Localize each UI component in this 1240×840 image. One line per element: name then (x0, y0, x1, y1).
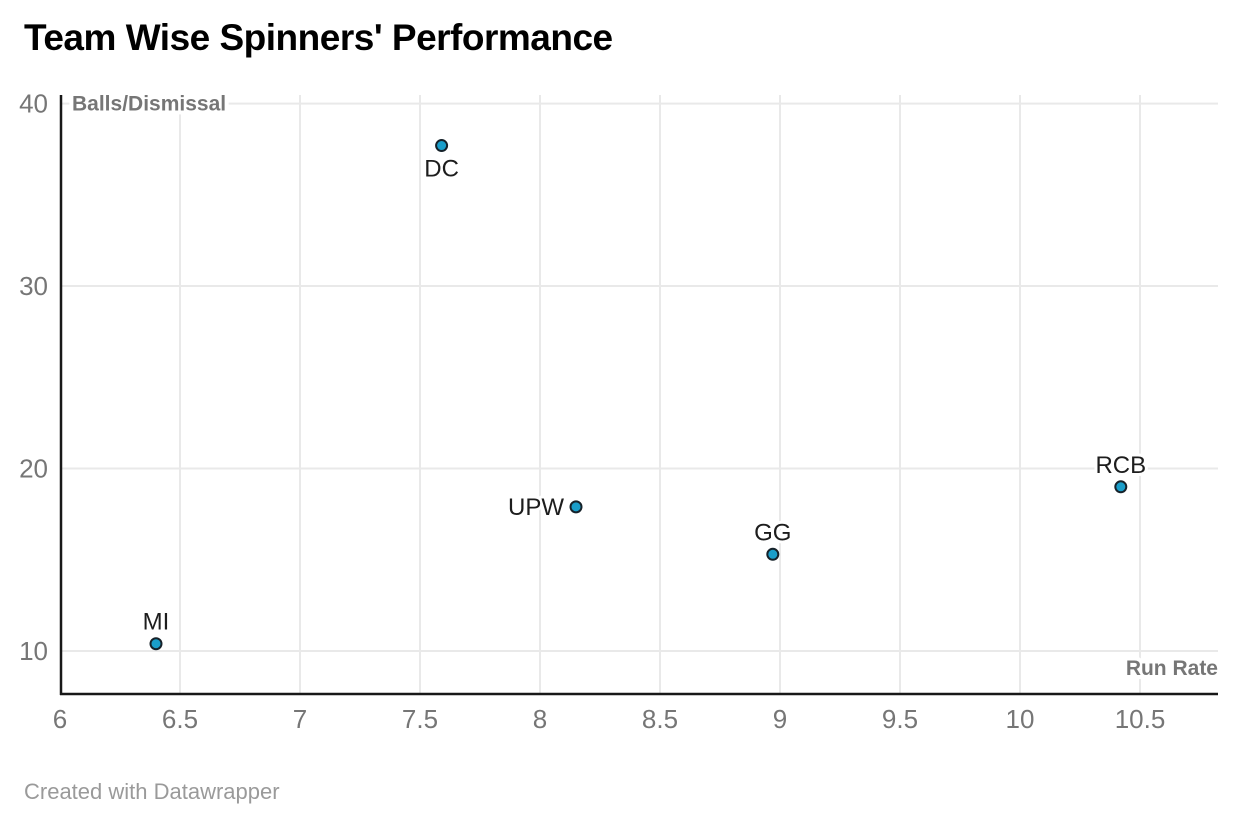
x-tick-label: 7 (293, 704, 307, 734)
x-tick-label: 6 (53, 704, 67, 734)
data-point-dc[interactable] (435, 139, 449, 153)
y-axis-title: Balls/Dismissal (72, 93, 226, 116)
data-point-upw[interactable] (569, 500, 583, 514)
attribution-footer: Created with Datawrapper (24, 779, 280, 804)
x-tick-label: 7.5 (402, 704, 438, 734)
x-tick-label: 8.5 (642, 704, 678, 734)
data-point-rcb[interactable] (1114, 480, 1128, 494)
y-tick-label: 10 (19, 636, 48, 666)
data-point-mi[interactable] (149, 637, 163, 651)
x-axis-title: Run Rate (1126, 657, 1218, 680)
x-tick-label: 8 (533, 704, 547, 734)
y-tick-label: 20 (19, 454, 48, 484)
x-tick-label: 9.5 (882, 704, 918, 734)
point-label-rcb: RCB (1095, 452, 1146, 479)
scatter-plot: 10 20 30 40 6 6.5 7 7.5 8 8.5 9 9.5 10 10.5 Balls/Dism… (19, 88, 1218, 734)
x-tick-label: 10.5 (1115, 704, 1166, 734)
x-tick-label: 6.5 (162, 704, 198, 734)
chart-title: Team Wise Spinners' Performance (24, 17, 613, 58)
point-label-mi: MI (143, 609, 170, 636)
y-tick-label: 40 (19, 89, 48, 119)
x-tick-label: 10 (1006, 704, 1035, 734)
data-point-gg[interactable] (766, 547, 780, 561)
point-label-dc: DC (424, 156, 459, 183)
y-tick-label: 30 (19, 271, 48, 301)
point-label-upw: UPW (508, 494, 564, 521)
x-tick-label: 9 (773, 704, 787, 734)
point-label-gg: GG (754, 519, 791, 546)
